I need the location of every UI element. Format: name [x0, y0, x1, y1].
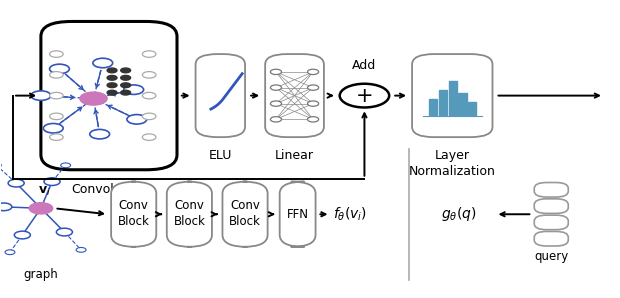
Circle shape [121, 90, 131, 95]
Circle shape [44, 178, 60, 185]
Bar [468, 102, 476, 115]
Circle shape [50, 92, 63, 99]
Circle shape [127, 115, 147, 124]
Text: graph: graph [24, 268, 58, 281]
Circle shape [50, 51, 63, 57]
Text: Block: Block [174, 215, 205, 228]
Circle shape [107, 68, 117, 73]
Circle shape [107, 75, 117, 80]
FancyBboxPatch shape [534, 232, 569, 246]
Text: ELU: ELU [208, 149, 232, 162]
FancyBboxPatch shape [41, 21, 177, 170]
Circle shape [143, 51, 156, 57]
Circle shape [50, 64, 69, 74]
FancyBboxPatch shape [534, 215, 569, 230]
Circle shape [270, 85, 281, 90]
Circle shape [308, 101, 319, 106]
Text: Conv: Conv [174, 199, 205, 212]
Text: $\mathbf{v}_i$: $\mathbf{v}_i$ [38, 185, 50, 198]
Circle shape [50, 72, 63, 78]
Text: FFN: FFN [286, 208, 309, 221]
FancyBboxPatch shape [265, 54, 324, 137]
FancyBboxPatch shape [534, 199, 569, 213]
Circle shape [56, 228, 73, 236]
FancyBboxPatch shape [167, 181, 212, 247]
Text: Convolution: Convolution [72, 183, 146, 196]
Circle shape [107, 90, 117, 95]
Circle shape [124, 85, 144, 94]
Text: $g_{\theta}(q)$: $g_{\theta}(q)$ [441, 205, 476, 223]
FancyBboxPatch shape [280, 181, 316, 247]
Circle shape [121, 68, 131, 73]
Circle shape [0, 203, 12, 211]
Circle shape [143, 92, 156, 99]
Text: Block: Block [229, 215, 261, 228]
FancyBboxPatch shape [111, 181, 156, 247]
Circle shape [93, 58, 113, 68]
Circle shape [308, 117, 319, 122]
Circle shape [270, 101, 281, 106]
Text: Normalization: Normalization [409, 165, 496, 178]
Text: $f_{\theta}(v_i)$: $f_{\theta}(v_i)$ [333, 206, 367, 223]
Text: Block: Block [118, 215, 149, 228]
Circle shape [143, 113, 156, 119]
Text: Add: Add [352, 59, 376, 72]
Circle shape [31, 91, 51, 100]
Circle shape [308, 85, 319, 90]
Circle shape [90, 129, 110, 139]
Text: +: + [356, 86, 373, 105]
Circle shape [270, 69, 281, 74]
Bar [448, 81, 456, 115]
Bar [439, 90, 447, 115]
Circle shape [340, 84, 389, 108]
Circle shape [8, 179, 24, 187]
FancyBboxPatch shape [223, 181, 268, 247]
Circle shape [29, 203, 53, 214]
Circle shape [80, 92, 107, 105]
Text: query: query [534, 250, 569, 263]
FancyBboxPatch shape [412, 54, 492, 137]
Circle shape [5, 250, 15, 254]
Text: Layer: Layer [435, 149, 470, 162]
Circle shape [308, 69, 319, 74]
Circle shape [76, 247, 86, 252]
Circle shape [270, 117, 281, 122]
Circle shape [50, 134, 63, 140]
FancyBboxPatch shape [195, 54, 245, 137]
Circle shape [107, 83, 117, 88]
Bar [429, 99, 437, 115]
Bar [458, 93, 466, 115]
Circle shape [121, 75, 131, 80]
Circle shape [143, 134, 156, 140]
Text: Linear: Linear [275, 149, 314, 162]
Text: Conv: Conv [119, 199, 149, 212]
Circle shape [143, 72, 156, 78]
Circle shape [50, 113, 63, 119]
Circle shape [0, 163, 1, 168]
Text: Conv: Conv [230, 199, 260, 212]
Circle shape [43, 123, 63, 133]
Circle shape [121, 83, 131, 88]
Circle shape [14, 231, 30, 239]
FancyBboxPatch shape [534, 182, 569, 197]
Circle shape [61, 163, 71, 168]
